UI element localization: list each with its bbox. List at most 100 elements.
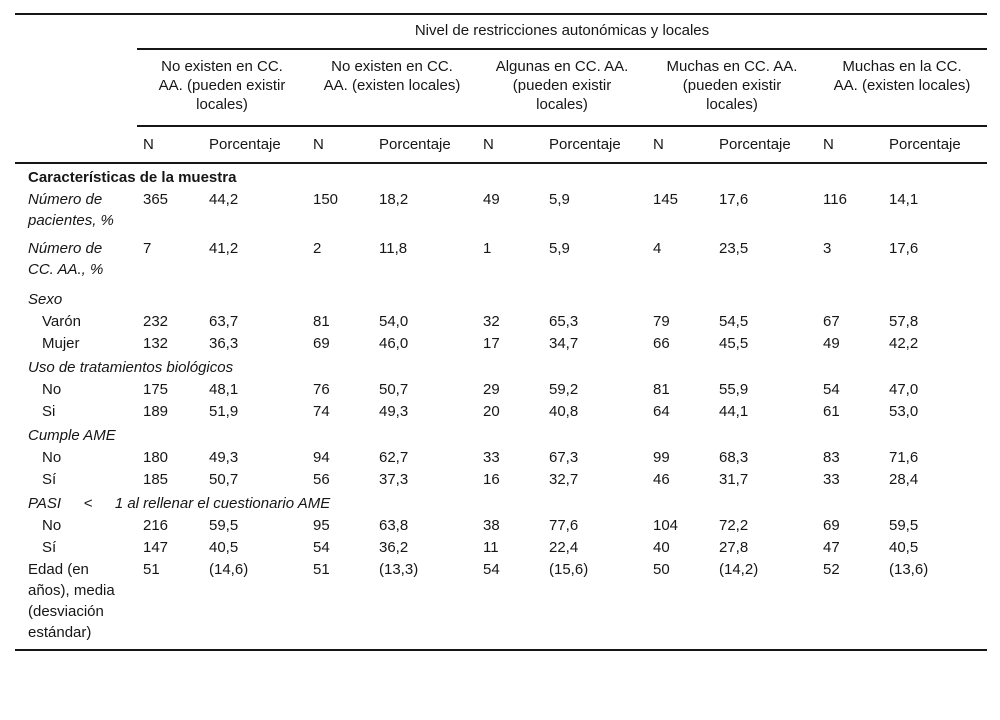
cell-porcentaje: 54,0 [379,313,409,330]
subheader-porcentaje: Porcentaje [883,126,987,164]
cell-n: 54 [313,539,330,556]
cell-porcentaje: 11,8 [379,240,408,257]
cell-n: 11 [483,539,499,556]
cell-n: 94 [313,449,330,466]
cell-porcentaje: 5,9 [549,191,570,208]
subheader-porcentaje: Porcentaje [203,126,307,164]
cell-n: 29 [483,381,500,398]
subheader-n: N [647,126,713,164]
cell-porcentaje: 40,5 [889,539,919,556]
row-label: Edad (en años), media (desviación estánd… [28,561,115,641]
cell-porcentaje: 45,5 [719,335,749,352]
cell-porcentaje: 36,2 [379,539,409,556]
cell-n: 76 [313,381,330,398]
cell-n: 3 [823,240,832,257]
row-label: Mujer [42,335,80,352]
cell-n: 132 [143,335,169,352]
cell-porcentaje: 55,9 [719,381,749,398]
group-header-5: Muchas en la CC. AA. (existen locales) [817,49,987,127]
row-label: Si [42,403,56,420]
group-header-1: No existen en CC. AA. (pueden existir lo… [137,49,307,127]
cell-porcentaje: (15,6) [549,561,589,578]
cell-porcentaje: (13,3) [379,561,419,578]
table-row: Número de CC. AA., % 7 41,2 2 11,8 1 5,9 4 23,5 3… [15,237,987,286]
cell-porcentaje: 72,2 [719,517,749,534]
cell-n: 150 [313,191,339,208]
cell-n: 64 [653,403,670,420]
subheader-n: N [137,126,203,164]
cell-n: 74 [313,403,330,420]
cell-n: 33 [483,449,500,466]
table-row: PASI < 1 al rellenar el cuestionario AME [15,490,987,514]
cell-n: 47 [823,539,840,556]
table-row: Sexo [15,286,987,310]
cell-porcentaje: 40,8 [549,403,579,420]
cell-n: 1 [483,240,492,257]
spanner-title: Nivel de restricciones autonómicas y loc… [137,14,987,50]
cell-n: 145 [653,191,679,208]
row-label: Sí [42,539,57,556]
cell-n: 99 [653,449,670,466]
cell-porcentaje: 31,7 [719,471,749,488]
cell-n: 147 [143,539,169,556]
cell-porcentaje: 18,2 [379,191,409,208]
table-row: Uso de tratamientos biológicos [15,354,987,378]
cell-n: 54 [823,381,840,398]
cell-n: 189 [143,403,169,420]
cell-n: 2 [313,240,322,257]
cell-porcentaje: (14,6) [209,561,249,578]
subheader-porcentaje: Porcentaje [373,126,477,164]
cell-n: 46 [653,471,670,488]
cell-n: 81 [313,313,330,330]
cell-n: 33 [823,471,840,488]
row-label: Varón [42,313,81,330]
spanner-row: Nivel de restricciones autonómicas y loc… [15,14,987,50]
cell-porcentaje: 41,2 [209,240,239,257]
cell-n: 54 [483,561,500,578]
cell-n: 50 [653,561,670,578]
cell-n: 180 [143,449,169,466]
cell-n: 40 [653,539,670,556]
group-header-4: Muchas en CC. AA. (pueden existir locale… [647,49,817,127]
cell-n: 38 [483,517,500,534]
table-row: Cumple AME [15,422,987,446]
cell-porcentaje: 44,1 [719,403,749,420]
cell-n: 116 [823,191,847,208]
cell-n: 69 [313,335,330,352]
cell-n: 7 [143,240,152,257]
cell-porcentaje: 23,5 [719,240,749,257]
cell-n: 4 [653,240,662,257]
cell-n: 185 [143,471,169,488]
cell-porcentaje: 22,4 [549,539,579,556]
cell-porcentaje: 36,3 [209,335,239,352]
cell-porcentaje: 40,5 [209,539,239,556]
table-row: Características de la muestra [15,163,987,188]
cell-n: 61 [823,403,840,420]
table-row: Edad (en años), media (desviación estánd… [15,558,987,650]
cell-porcentaje: 59,5 [209,517,239,534]
cell-porcentaje: (14,2) [719,561,759,578]
cell-n: 232 [143,313,169,330]
cell-n: 83 [823,449,840,466]
stub-blank [15,14,137,49]
cell-n: 66 [653,335,670,352]
cell-porcentaje: 59,5 [889,517,919,534]
cell-porcentaje: 28,4 [889,471,919,488]
row-label: Sí [42,471,57,488]
table-header: Nivel de restricciones autonómicas y loc… [15,14,987,164]
cell-porcentaje: 14,1 [889,191,919,208]
cell-porcentaje: 50,7 [379,381,409,398]
row-label: Número de CC. AA., % [28,240,104,278]
table-row: No 175 48,1 76 50,7 29 59,2 81 55,9 54 47,0 [15,378,987,400]
cell-n: 104 [653,517,679,534]
variable-group-label: PASI < 1 al rellenar el cuestionario AME [28,495,331,512]
cell-n: 56 [313,471,330,488]
cell-porcentaje: 44,2 [209,191,239,208]
subheader-n: N [307,126,373,164]
subheader-n: N [817,126,883,164]
cell-n: 51 [143,561,160,578]
group-header-3: Algunas en CC. AA. (pueden existir local… [477,49,647,127]
cell-n: 67 [823,313,840,330]
cell-porcentaje: 50,7 [209,471,239,488]
cell-n: 17 [483,335,500,352]
